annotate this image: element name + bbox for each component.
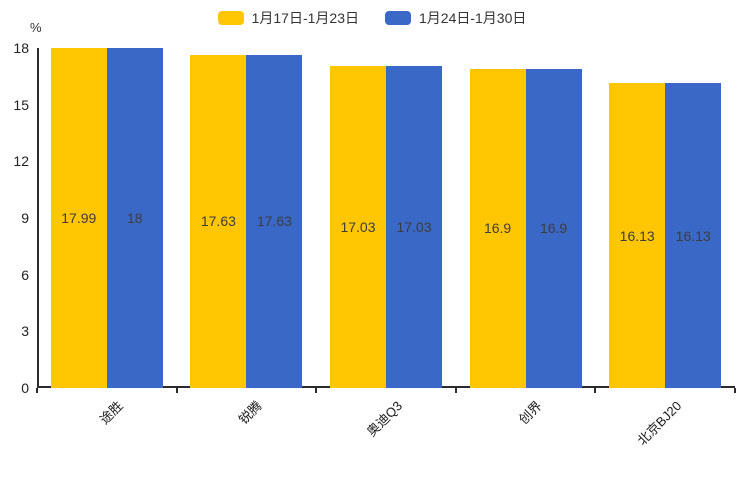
bar-series1: 16.9 bbox=[469, 68, 526, 388]
legend-item-week1: 1月17日-1月23日 bbox=[217, 8, 359, 28]
y-axis-tick-label: 6 bbox=[21, 266, 29, 283]
bar-value-label: 16.9 bbox=[539, 220, 568, 237]
legend: 1月17日-1月23日 1月24日-1月30日 bbox=[0, 8, 744, 28]
y-axis-tick-label: 9 bbox=[21, 210, 29, 226]
bar-value-label: 16.13 bbox=[675, 227, 711, 244]
x-axis-tick bbox=[36, 388, 38, 393]
x-axis-category-label: 奥迪Q3 bbox=[363, 398, 405, 440]
x-axis-category-label: 创界 bbox=[515, 398, 545, 428]
y-axis-tick-label: 0 bbox=[21, 380, 29, 396]
legend-label-week1: 1月17日-1月23日 bbox=[251, 10, 359, 26]
bar-value-label: 17.63 bbox=[200, 213, 236, 230]
bar-series1: 17.63 bbox=[190, 54, 247, 388]
bar-series2: 17.03 bbox=[386, 66, 442, 388]
bar-series2: 18 bbox=[106, 48, 163, 388]
x-axis-tick bbox=[175, 388, 178, 393]
legend-item-week2: 1月24日-1月30日 bbox=[385, 8, 526, 28]
x-axis-tick bbox=[454, 388, 457, 393]
bar-series1: 16.13 bbox=[609, 83, 666, 388]
x-axis-tick bbox=[594, 388, 597, 393]
bar-value-label: 16.13 bbox=[619, 227, 655, 244]
x-axis-category-label: 途胜 bbox=[96, 398, 126, 428]
x-axis-tick bbox=[315, 388, 318, 393]
bar-series2: 16.9 bbox=[525, 68, 582, 388]
bar-value-label: 17.99 bbox=[61, 210, 97, 227]
bar-value-label: 17.63 bbox=[256, 213, 292, 230]
bar-value-label: 17.03 bbox=[340, 219, 376, 236]
bar-series2: 16.13 bbox=[665, 83, 722, 388]
x-axis-tick bbox=[734, 388, 736, 393]
bar-series1: 17.03 bbox=[330, 66, 386, 388]
y-axis-unit-label: % bbox=[30, 20, 42, 35]
bar-series1: 17.99 bbox=[50, 48, 107, 388]
x-axis-category-label: 锐腾 bbox=[236, 398, 266, 428]
legend-label-week2: 1月24日-1月30日 bbox=[419, 10, 527, 26]
bar-value-label: 18 bbox=[127, 210, 143, 226]
x-axis-category-label: 北京BJ20 bbox=[633, 398, 684, 449]
bar-value-label: 16.9 bbox=[483, 220, 512, 237]
bar-value-label: 17.03 bbox=[396, 219, 432, 236]
y-axis-tick-label: 15 bbox=[13, 96, 29, 113]
legend-swatch-week1-icon bbox=[217, 11, 244, 25]
legend-swatch-week2-icon bbox=[385, 11, 411, 25]
y-axis-tick-label: 18 bbox=[13, 40, 29, 56]
y-axis-tick-label: 12 bbox=[13, 153, 29, 170]
y-axis-tick-label: 3 bbox=[21, 323, 29, 340]
bar-series2: 17.63 bbox=[246, 54, 303, 388]
